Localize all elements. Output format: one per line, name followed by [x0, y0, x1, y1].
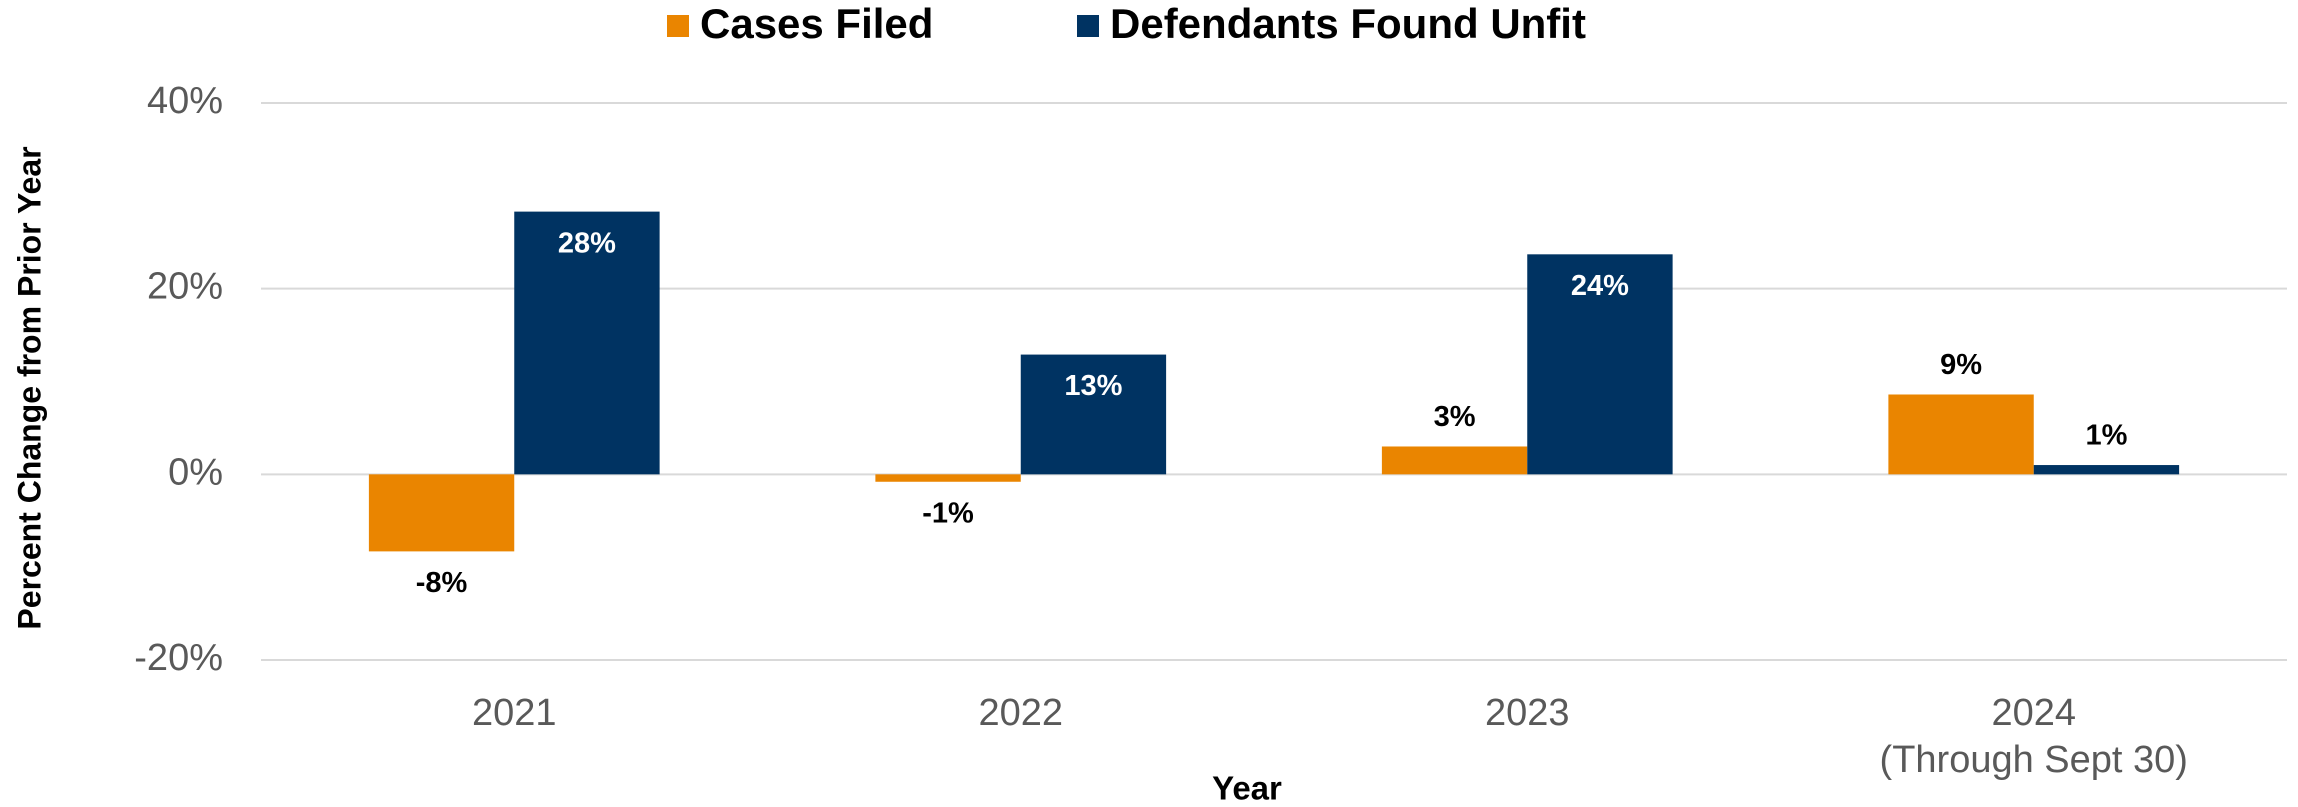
- x-axis-title: Year: [1212, 770, 1282, 807]
- data-label: 24%: [1571, 270, 1629, 302]
- y-tick-label: -20%: [134, 637, 223, 679]
- data-label: 1%: [2085, 420, 2127, 452]
- data-label: 9%: [1940, 349, 1982, 381]
- legend-label: Cases Filed: [700, 0, 933, 47]
- data-label: -1%: [922, 497, 974, 529]
- bar: [514, 211, 660, 475]
- bar: [1527, 254, 1673, 475]
- y-tick-label: 20%: [147, 266, 223, 308]
- bar: [875, 474, 1021, 482]
- legend-label: Defendants Found Unfit: [1110, 0, 1586, 47]
- x-tick-label: 2022: [978, 692, 1064, 734]
- y-tick-label: 0%: [168, 451, 223, 493]
- data-label: -8%: [416, 567, 468, 599]
- x-tick-label: 2021: [471, 692, 557, 734]
- bar: [1888, 394, 2034, 475]
- y-axis-title: Percent Change from Prior Year: [11, 146, 47, 629]
- legend-swatch: [1077, 15, 1099, 37]
- bar: [368, 474, 515, 552]
- legend-swatch: [667, 15, 689, 37]
- bar: [1381, 446, 1528, 475]
- bar: [1020, 354, 1167, 475]
- y-tick-label: 40%: [147, 80, 223, 122]
- data-label: 28%: [558, 227, 616, 259]
- data-label: 3%: [1434, 401, 1476, 433]
- data-label: 13%: [1064, 370, 1122, 402]
- x-tick-label: 2023: [1484, 692, 1570, 734]
- x-tick-label: 2024 (Through Sept 30): [1879, 692, 2188, 781]
- bar: [2033, 465, 2180, 475]
